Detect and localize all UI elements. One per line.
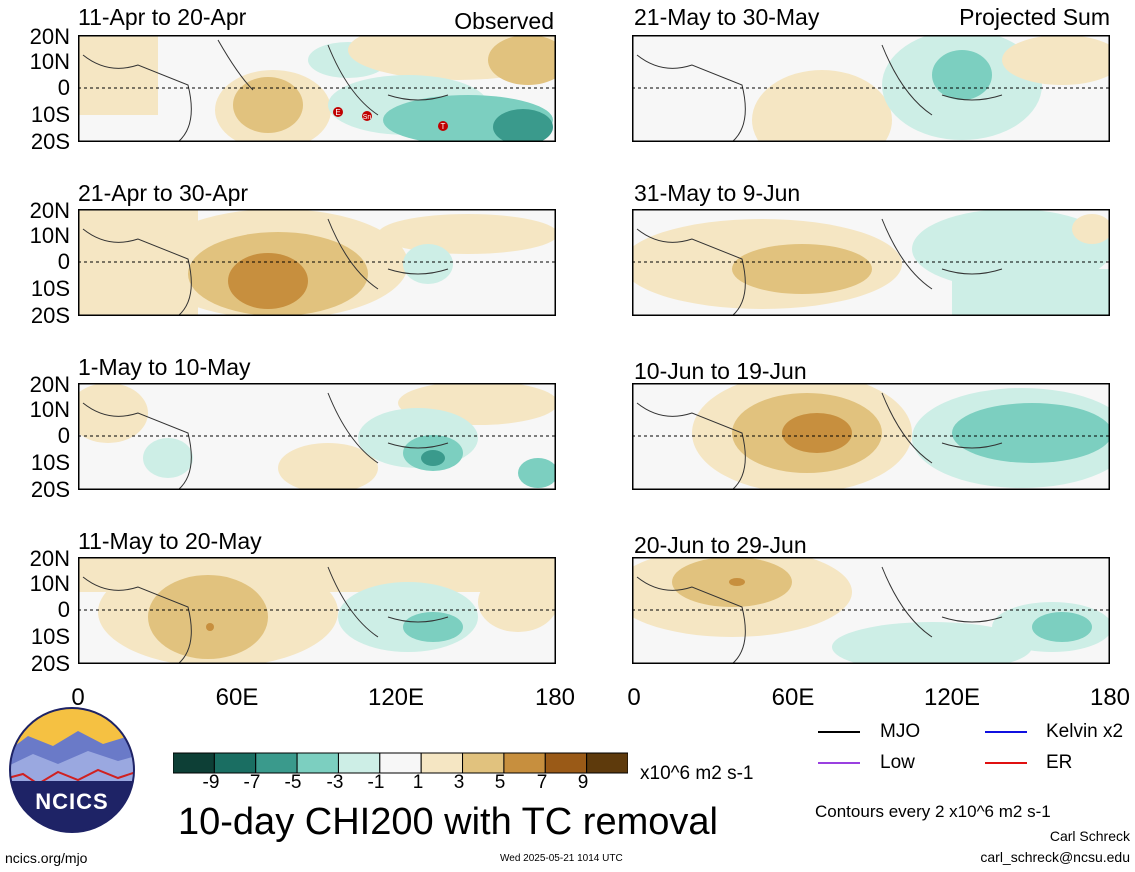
lon-label: 120E <box>367 684 425 711</box>
lat-label: 20S <box>30 129 70 154</box>
panel-title: 21-Apr to 30-Apr <box>78 180 249 206</box>
lon-label: 180 <box>1089 684 1131 711</box>
lon-label: 120E <box>923 684 981 711</box>
map-panel <box>632 209 1110 316</box>
colorbar-swatch <box>544 752 588 774</box>
projected-label: Projected Sum <box>959 4 1110 30</box>
colorbar-label: -1 <box>367 772 385 793</box>
lat-label: 0 <box>57 597 70 622</box>
colorbar-swatch <box>337 752 381 774</box>
colorbar-swatch <box>462 752 505 774</box>
colorbar <box>173 752 628 774</box>
colorbar-label: 7 <box>536 772 548 793</box>
map-panel <box>78 383 556 490</box>
panel-title: 31-May to 9-Jun <box>634 180 801 206</box>
kelvin-line <box>985 731 1027 733</box>
map-panel <box>78 35 556 142</box>
email: carl_schreck@ncsu.edu <box>980 849 1130 865</box>
lat-label: 10S <box>30 102 70 127</box>
lat-label: 20N <box>29 198 70 223</box>
lon-label: 180 <box>534 684 576 711</box>
colorbar-label: -7 <box>243 772 261 793</box>
lat-label: 20S <box>30 651 70 676</box>
colorbar-swatch <box>255 752 298 774</box>
colorbar-label: -3 <box>326 772 344 793</box>
lat-label: 10N <box>29 223 70 248</box>
colorbar-swatch <box>420 752 464 774</box>
panel-title: 21-May to 30-May <box>634 4 820 30</box>
lat-label: 20N <box>29 372 70 397</box>
colorbar-swatch <box>173 752 215 774</box>
lat-label: 10S <box>30 450 70 475</box>
timestamp: Wed 2025-05-21 1014 UTC <box>500 853 623 864</box>
tc-label: E <box>335 108 340 117</box>
colorbar-units: x10^6 m2 s-1 <box>640 763 754 784</box>
lat-label: 0 <box>57 249 70 274</box>
lat-label: 20S <box>30 303 70 328</box>
colorbar-label: -5 <box>284 772 302 793</box>
url: ncics.org/mjo <box>5 850 88 866</box>
colorbar-label: 3 <box>453 772 465 793</box>
map-panel <box>632 35 1110 142</box>
panel-title: 10-Jun to 19-Jun <box>634 358 807 384</box>
colorbar-label: -9 <box>202 772 220 793</box>
panel-title: 11-Apr to 20-Apr <box>78 4 247 30</box>
lat-label: 10N <box>29 397 70 422</box>
lon-label: 0 <box>627 684 641 711</box>
lat-label: 20S <box>30 477 70 502</box>
lat-label: 10N <box>29 49 70 74</box>
lat-label: 0 <box>57 423 70 448</box>
author: Carl Schreck <box>1049 828 1130 844</box>
tc-label: Sn <box>363 114 372 121</box>
lat-label: 10N <box>29 571 70 596</box>
colorbar-swatch <box>503 752 546 774</box>
legend-kelvin: Kelvin x2 <box>1046 721 1124 742</box>
colorbar-swatch <box>379 752 422 774</box>
legend-er: ER <box>1046 752 1073 773</box>
mjo-line <box>818 731 860 733</box>
colorbar-swatch <box>213 752 257 774</box>
map-panel <box>78 557 556 664</box>
legend-low: Low <box>880 752 915 773</box>
observed-label: Observed <box>454 8 554 34</box>
colorbar-label: 5 <box>494 772 506 793</box>
lat-label: 20N <box>29 24 70 49</box>
lon-label: 60E <box>771 684 815 711</box>
ncics-logo <box>8 706 136 834</box>
map-panel <box>78 209 556 316</box>
lat-label: 0 <box>57 75 70 100</box>
lat-label: 10S <box>30 624 70 649</box>
lat-label: 20N <box>29 546 70 571</box>
lat-label: 10S <box>30 276 70 301</box>
colorbar-label: 9 <box>577 772 589 793</box>
panel-title: 20-Jun to 29-Jun <box>634 532 807 558</box>
low-line <box>818 762 860 764</box>
panel-title: 11-May to 20-May <box>78 528 262 554</box>
colorbar-label: 1 <box>412 772 424 793</box>
legend-mjo: MJO <box>880 721 921 742</box>
map-panel <box>632 557 1110 664</box>
tc-marker: E Sn T <box>333 104 533 136</box>
colorbar-swatch <box>586 752 628 774</box>
tc-label: T <box>441 122 446 131</box>
logo-text: NCICS <box>35 789 109 814</box>
lon-label: 0 <box>71 684 85 711</box>
lon-label: 60E <box>215 684 259 711</box>
map-panel <box>632 383 1110 490</box>
main-title: 10-day CHI200 with TC removal <box>178 801 718 843</box>
panel-title: 1-May to 10-May <box>78 354 251 380</box>
contours-note: Contours every 2 x10^6 m2 s-1 <box>815 802 1051 821</box>
er-line <box>985 762 1027 764</box>
colorbar-swatch <box>296 752 339 774</box>
